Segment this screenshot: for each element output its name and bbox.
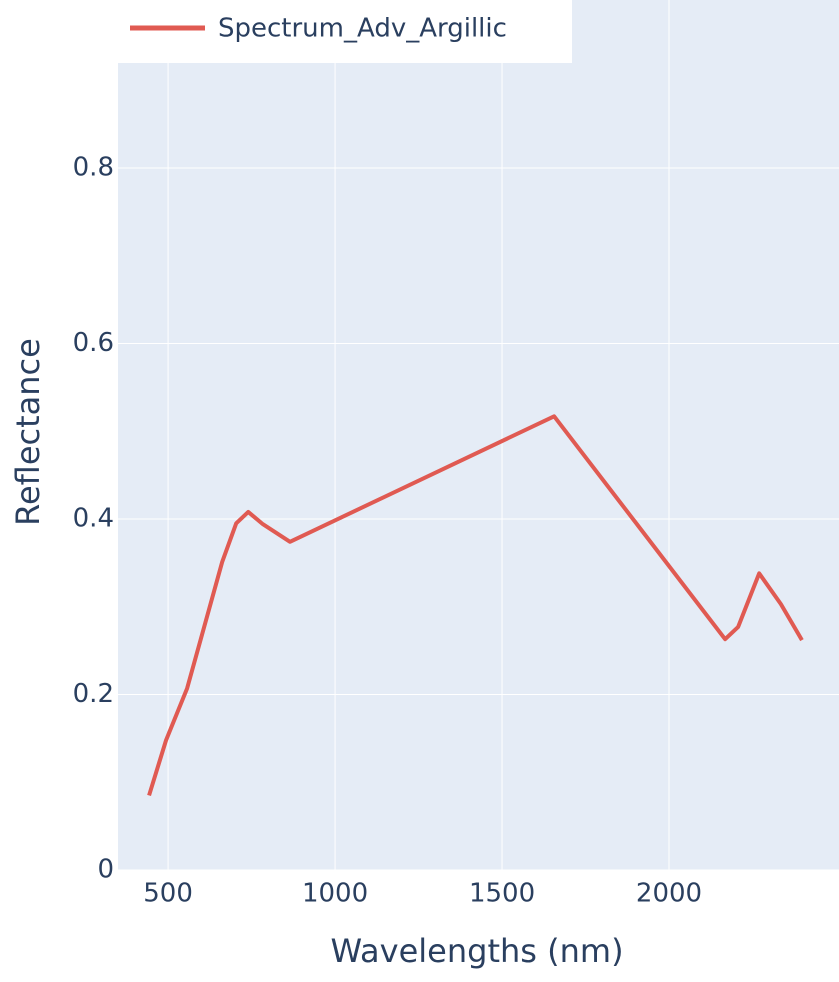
legend-label: Spectrum_Adv_Argillic: [218, 14, 507, 44]
y-axis-title: Reflectance: [9, 338, 47, 526]
line: [147, 414, 804, 796]
legend: [118, 0, 572, 63]
x-axis-title: Wavelengths (nm): [330, 932, 623, 970]
y-tick-label: 0: [97, 855, 114, 885]
y-tick-label: 0.4: [73, 503, 114, 533]
x-tick-label: 1000: [302, 879, 368, 909]
y-tick-label: 0.8: [73, 152, 114, 182]
x-tick-label: 2000: [636, 879, 702, 909]
x-tick-label: 1500: [469, 879, 535, 909]
y-tick-label: 0.6: [73, 328, 114, 358]
x-tick-label: 500: [143, 879, 193, 909]
y-tick-label: 0.2: [73, 679, 114, 709]
plot-area: [118, 0, 839, 870]
